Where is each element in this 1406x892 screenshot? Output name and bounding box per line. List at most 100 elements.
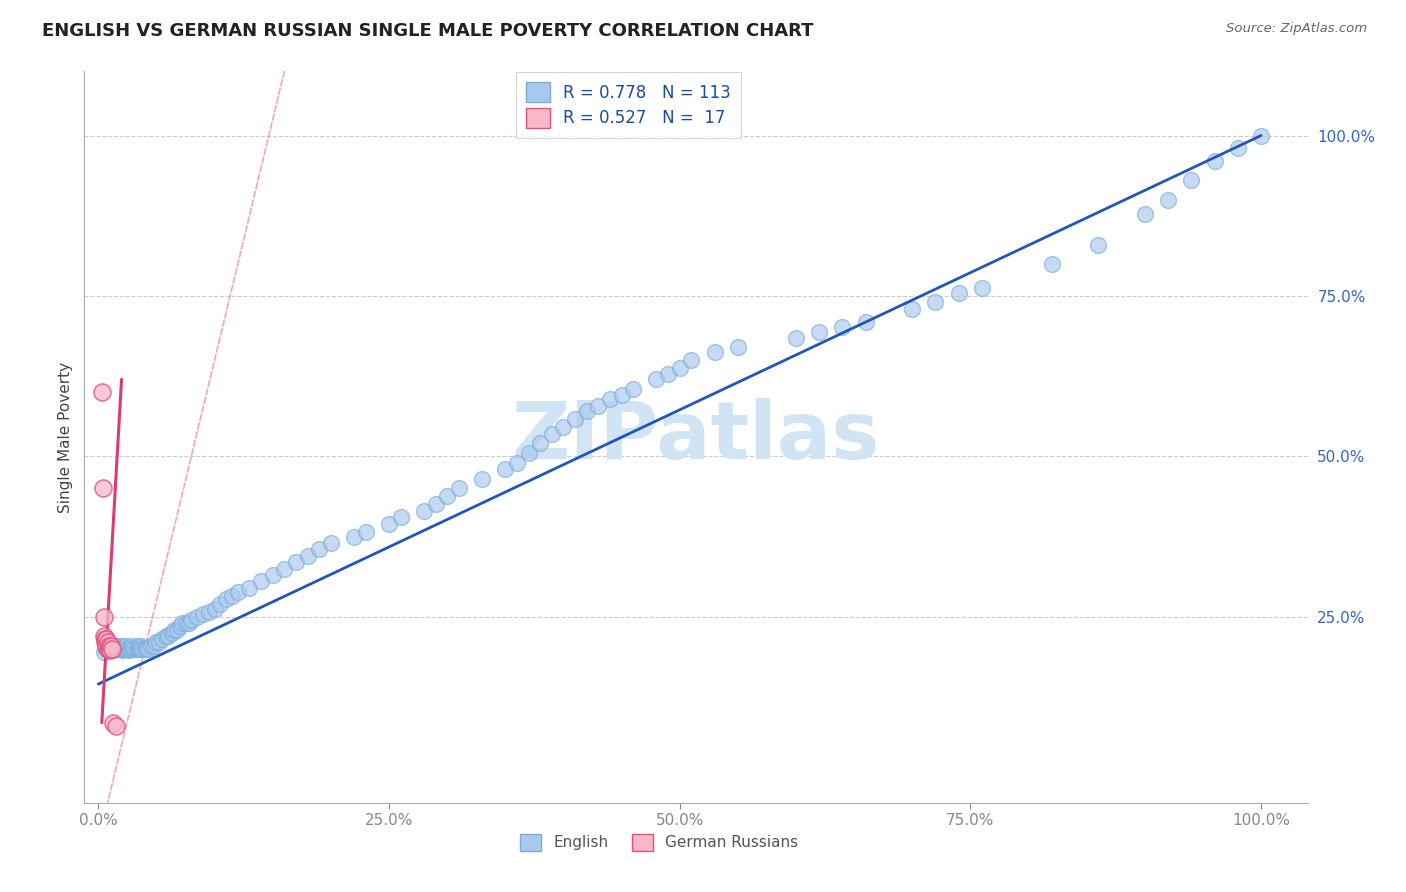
Point [114, 641, 136, 656]
Point [93, 645, 115, 659]
Point [108, 641, 131, 656]
Point [297, 549, 319, 563]
Point [98, 641, 121, 656]
Point [285, 555, 308, 569]
Point [155, 629, 177, 643]
Point [121, 639, 143, 653]
Point [157, 629, 180, 643]
Point [1133, 207, 1156, 221]
Point [354, 524, 377, 539]
Point [136, 641, 159, 656]
Point [131, 639, 153, 653]
Point [273, 561, 295, 575]
Point [150, 632, 173, 647]
Point [148, 635, 170, 649]
Point [170, 616, 193, 631]
Point [308, 542, 330, 557]
Point [197, 605, 219, 619]
Point [588, 399, 610, 413]
Point [1226, 141, 1249, 155]
Point [855, 315, 877, 329]
Point [145, 635, 167, 649]
Point [122, 641, 145, 656]
Point [901, 301, 924, 316]
Point [215, 591, 238, 606]
Point [103, 715, 125, 730]
Point [91, 482, 114, 496]
Point [98, 643, 121, 657]
Point [131, 641, 153, 656]
Point [174, 616, 197, 631]
Point [599, 392, 621, 406]
Point [118, 640, 141, 655]
Point [540, 426, 562, 441]
Point [204, 602, 226, 616]
Point [703, 345, 725, 359]
Point [96, 639, 118, 653]
Point [924, 295, 946, 310]
Point [98, 641, 121, 656]
Point [553, 420, 575, 434]
Point [575, 404, 598, 418]
Point [1157, 193, 1180, 207]
Point [93, 629, 115, 643]
Y-axis label: Single Male Poverty: Single Male Poverty [58, 361, 73, 513]
Point [105, 640, 128, 655]
Point [90, 385, 112, 400]
Point [107, 641, 129, 656]
Point [100, 639, 122, 653]
Point [103, 639, 125, 653]
Point [808, 326, 831, 340]
Point [163, 623, 186, 637]
Point [529, 436, 551, 450]
Point [117, 643, 139, 657]
Point [124, 640, 146, 655]
Text: Source: ZipAtlas.com: Source: ZipAtlas.com [1226, 22, 1367, 36]
Point [221, 589, 243, 603]
Point [110, 643, 132, 657]
Point [262, 568, 284, 582]
Point [120, 641, 142, 656]
Point [186, 609, 208, 624]
Point [425, 498, 447, 512]
Text: ENGLISH VS GERMAN RUSSIAN SINGLE MALE POVERTY CORRELATION CHART: ENGLISH VS GERMAN RUSSIAN SINGLE MALE PO… [42, 22, 814, 40]
Point [98, 639, 121, 653]
Point [112, 640, 135, 655]
Point [447, 482, 470, 496]
Point [134, 640, 156, 655]
Point [96, 641, 118, 656]
Point [97, 635, 120, 649]
Point [494, 462, 516, 476]
Point [110, 640, 132, 655]
Point [96, 632, 118, 647]
Point [668, 360, 690, 375]
Point [110, 639, 132, 653]
Point [681, 353, 703, 368]
Point [104, 639, 127, 653]
Point [250, 574, 273, 589]
Point [238, 581, 260, 595]
Point [621, 382, 644, 396]
Point [209, 597, 232, 611]
Point [97, 640, 120, 655]
Point [191, 607, 214, 621]
Point [610, 388, 633, 402]
Point [104, 641, 127, 656]
Point [93, 609, 115, 624]
Point [970, 281, 993, 295]
Point [1040, 257, 1063, 271]
Point [180, 613, 202, 627]
Point [506, 456, 529, 470]
Point [160, 625, 183, 640]
Point [97, 641, 120, 656]
Point [343, 529, 366, 543]
Point [111, 641, 134, 656]
Point [177, 616, 200, 631]
Point [139, 639, 162, 653]
Point [166, 623, 188, 637]
Point [135, 641, 157, 656]
Point [115, 639, 138, 653]
Point [471, 472, 494, 486]
Point [94, 635, 117, 649]
Point [1087, 237, 1109, 252]
